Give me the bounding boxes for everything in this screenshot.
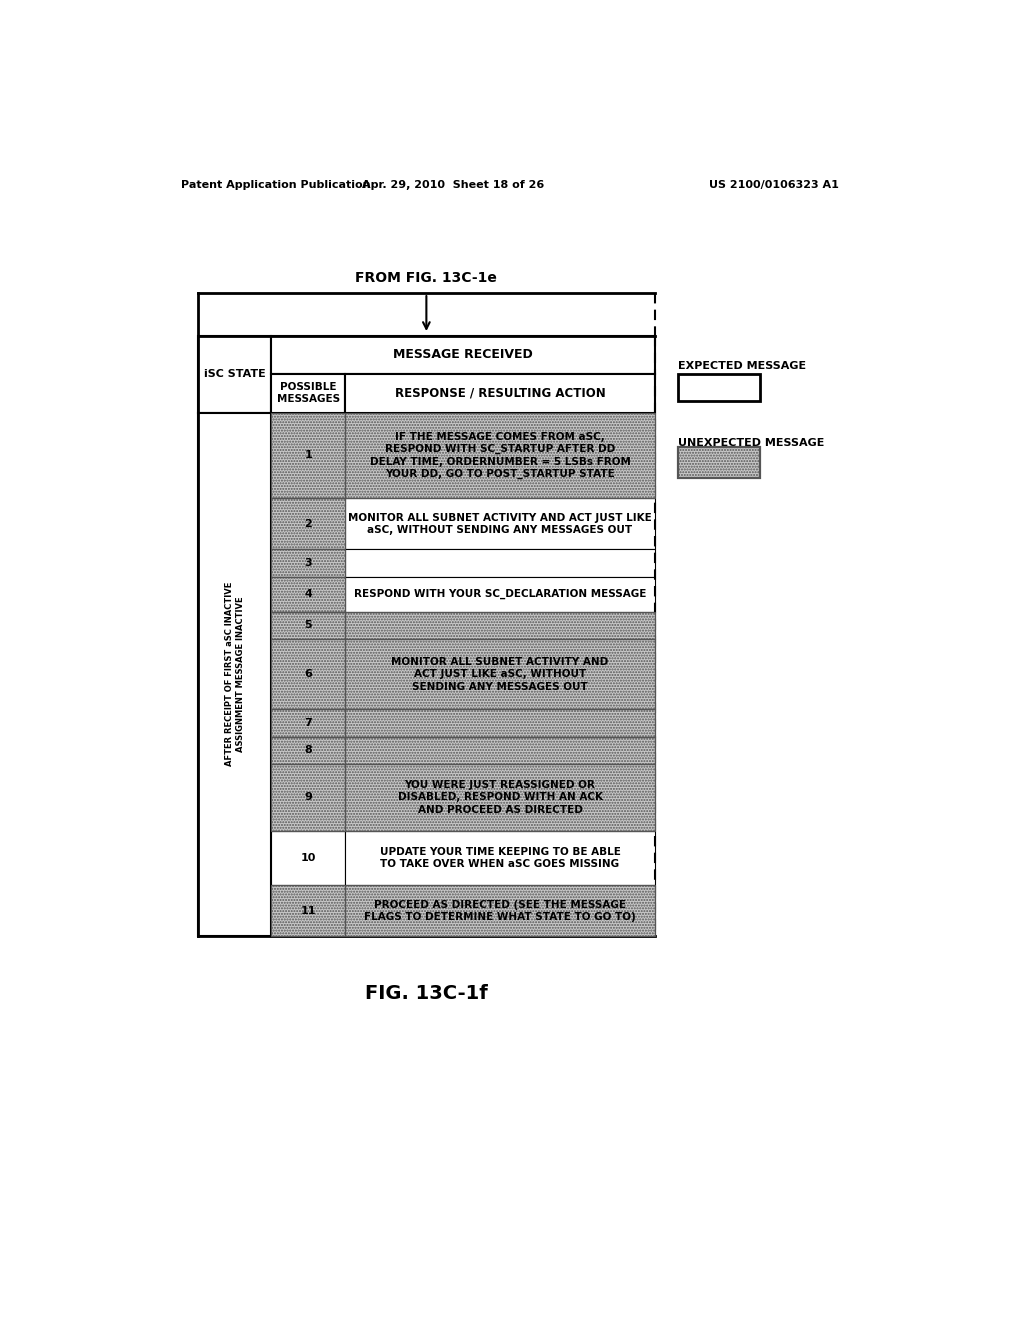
Bar xyxy=(345,499,655,549)
Text: 8: 8 xyxy=(304,746,312,755)
Bar xyxy=(345,709,655,737)
Text: US 2100/0106323 A1: US 2100/0106323 A1 xyxy=(710,181,839,190)
Text: 3: 3 xyxy=(304,558,312,568)
Text: UPDATE YOUR TIME KEEPING TO BE ABLE
TO TAKE OVER WHEN aSC GOES MISSING: UPDATE YOUR TIME KEEPING TO BE ABLE TO T… xyxy=(380,846,621,869)
Bar xyxy=(271,577,345,611)
Text: MONITOR ALL SUBNET ACTIVITY AND
ACT JUST LIKE aSC, WITHOUT
SENDING ANY MESSAGES : MONITOR ALL SUBNET ACTIVITY AND ACT JUST… xyxy=(391,657,608,692)
Text: 7: 7 xyxy=(304,718,312,729)
Bar xyxy=(271,830,345,886)
Bar xyxy=(345,639,655,709)
Bar xyxy=(345,737,655,764)
Bar xyxy=(198,335,271,412)
Bar xyxy=(345,886,655,936)
Bar xyxy=(345,413,655,499)
Bar xyxy=(271,764,345,830)
Bar xyxy=(678,374,760,401)
Bar xyxy=(271,737,345,764)
Text: AFTER RECEIPT OF FIRST aSC INACTIVE
ASSIGNMENT MESSAGE INACTIVE: AFTER RECEIPT OF FIRST aSC INACTIVE ASSI… xyxy=(224,582,245,767)
Text: iSC STATE: iSC STATE xyxy=(204,370,265,379)
Text: 9: 9 xyxy=(304,792,312,803)
Text: RESPONSE / RESULTING ACTION: RESPONSE / RESULTING ACTION xyxy=(394,387,605,400)
Bar xyxy=(345,577,655,611)
Text: RESPOND WITH YOUR SC_DECLARATION MESSAGE: RESPOND WITH YOUR SC_DECLARATION MESSAGE xyxy=(354,589,646,599)
Text: 5: 5 xyxy=(304,620,312,631)
Bar xyxy=(271,499,345,549)
Bar xyxy=(198,413,271,936)
Bar xyxy=(345,611,655,639)
Text: IF THE MESSAGE COMES FROM aSC,
RESPOND WITH SC_STARTUP AFTER DD
DELAY TIME, ORDE: IF THE MESSAGE COMES FROM aSC, RESPOND W… xyxy=(370,432,631,479)
Bar xyxy=(271,413,345,499)
Text: Apr. 29, 2010  Sheet 18 of 26: Apr. 29, 2010 Sheet 18 of 26 xyxy=(362,181,545,190)
Bar xyxy=(678,447,760,478)
Bar xyxy=(271,886,345,936)
Bar xyxy=(345,413,655,499)
Bar xyxy=(271,886,345,936)
Bar xyxy=(271,499,345,549)
Bar xyxy=(345,830,655,886)
Text: EXPECTED MESSAGE: EXPECTED MESSAGE xyxy=(678,362,806,371)
Bar xyxy=(271,737,345,764)
Bar xyxy=(271,639,345,709)
Bar xyxy=(271,639,345,709)
Bar xyxy=(345,374,655,412)
Bar xyxy=(345,886,655,936)
Text: 2: 2 xyxy=(304,519,312,529)
Text: PROCEED AS DIRECTED (SEE THE MESSAGE
FLAGS TO DETERMINE WHAT STATE TO GO TO): PROCEED AS DIRECTED (SEE THE MESSAGE FLA… xyxy=(365,899,636,921)
Text: 11: 11 xyxy=(300,906,316,916)
Text: MONITOR ALL SUBNET ACTIVITY AND ACT JUST LIKE
aSC, WITHOUT SENDING ANY MESSAGES : MONITOR ALL SUBNET ACTIVITY AND ACT JUST… xyxy=(348,512,652,535)
Bar xyxy=(678,447,760,478)
Bar xyxy=(271,611,345,639)
Bar xyxy=(271,577,345,611)
Bar xyxy=(271,549,345,577)
Bar xyxy=(271,709,345,737)
Text: 6: 6 xyxy=(304,669,312,680)
Bar xyxy=(271,611,345,639)
Text: MESSAGE RECEIVED: MESSAGE RECEIVED xyxy=(393,348,534,362)
Text: UNEXPECTED MESSAGE: UNEXPECTED MESSAGE xyxy=(678,438,824,449)
Bar xyxy=(271,335,655,374)
Text: 10: 10 xyxy=(300,853,315,863)
Bar xyxy=(271,764,345,830)
Bar xyxy=(345,639,655,709)
Bar xyxy=(271,549,345,577)
Text: YOU WERE JUST REASSIGNED OR
DISABLED, RESPOND WITH AN ACK
AND PROCEED AS DIRECTE: YOU WERE JUST REASSIGNED OR DISABLED, RE… xyxy=(397,780,602,814)
Bar xyxy=(345,549,655,577)
Text: FIG. 13C-1f: FIG. 13C-1f xyxy=(365,985,487,1003)
Text: POSSIBLE
MESSAGES: POSSIBLE MESSAGES xyxy=(276,381,340,404)
Bar xyxy=(271,709,345,737)
Bar xyxy=(345,737,655,764)
Bar xyxy=(271,413,345,499)
Bar xyxy=(345,709,655,737)
Text: Patent Application Publication: Patent Application Publication xyxy=(180,181,371,190)
Bar xyxy=(345,764,655,830)
Text: FROM FIG. 13C-1e: FROM FIG. 13C-1e xyxy=(355,271,498,285)
Bar xyxy=(271,374,345,412)
Bar xyxy=(345,764,655,830)
Text: 4: 4 xyxy=(304,589,312,599)
Text: 1: 1 xyxy=(304,450,312,461)
Bar xyxy=(345,611,655,639)
